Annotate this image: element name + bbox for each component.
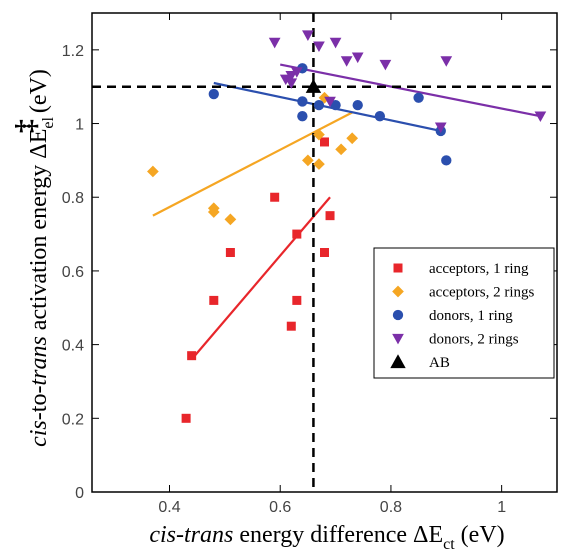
point-triangle-up xyxy=(305,78,322,93)
y-title-italic2: trans xyxy=(26,336,52,385)
data-markers xyxy=(147,30,547,423)
point-diamond xyxy=(207,206,220,218)
y-title-mid: -to- xyxy=(26,386,52,421)
point-square xyxy=(225,248,235,257)
legend-marker-triangle-down xyxy=(392,333,404,345)
point-square xyxy=(292,229,302,239)
y-tick-label: 1.2 xyxy=(62,43,84,60)
point-circle xyxy=(208,88,219,100)
point-circle xyxy=(413,92,424,103)
point-diamond xyxy=(346,132,359,145)
y-tick-label: 0.6 xyxy=(62,264,84,281)
legend-box xyxy=(373,247,555,379)
point-diamond xyxy=(313,128,325,141)
point-triangle-down xyxy=(268,37,281,49)
legend: acceptors, 1 ring acceptors, 2 rings donor… xyxy=(373,247,555,379)
y-tick-label: 0.8 xyxy=(62,190,84,207)
point-square xyxy=(292,295,302,305)
y-axis-title: cis-to-trans activation energy ΔEel‡ (eV… xyxy=(11,69,57,447)
point-diamond xyxy=(302,154,314,167)
legend-marker-triangle-up xyxy=(390,354,406,369)
point-square xyxy=(286,321,296,331)
y-tick-label: 0.4 xyxy=(62,338,84,355)
y-tick-label: 0 xyxy=(75,485,84,502)
point-diamond xyxy=(147,165,159,178)
y-title-sub: el xyxy=(40,117,57,129)
legend-label: donors, 2 rings xyxy=(429,332,519,348)
legend-label: donors, 1 ring xyxy=(429,308,513,324)
y-title-sup: ‡ xyxy=(11,119,42,133)
fit-line-square xyxy=(190,196,331,361)
y-tick-label: 1 xyxy=(75,117,84,134)
point-triangle-down xyxy=(440,56,453,67)
x-tick-label: 0.8 xyxy=(380,499,402,516)
point-square xyxy=(320,137,329,147)
point-triangle-down xyxy=(324,96,336,108)
point-triangle-down xyxy=(379,59,392,71)
point-triangle-down xyxy=(279,74,292,86)
x-title-rest: energy difference ΔE xyxy=(233,522,443,548)
legend-marker-square xyxy=(393,263,403,273)
x-title-italic: cis-trans xyxy=(149,522,233,548)
axis-ticks: 0.4 0.6 0.8 1 0 0.2 0.4 0.6 0.8 1 1.2 xyxy=(62,13,557,516)
point-triangle-down xyxy=(302,30,314,41)
point-triangle-down xyxy=(313,41,325,53)
x-tick-label: 0.6 xyxy=(269,499,291,516)
point-square xyxy=(187,351,197,361)
point-circle xyxy=(313,99,325,111)
point-square xyxy=(320,248,329,257)
point-circle xyxy=(297,110,308,122)
point-square xyxy=(209,295,219,305)
y-tick-label: 0.2 xyxy=(62,411,84,428)
legend-marker-circle xyxy=(392,309,404,321)
point-circle xyxy=(441,155,452,166)
point-diamond xyxy=(313,158,325,170)
y-title-rest: activation energy ΔE xyxy=(26,129,52,337)
legend-marker-diamond xyxy=(392,285,404,298)
legend-label: acceptors, 2 rings xyxy=(429,285,535,301)
point-circle xyxy=(297,96,308,107)
x-title-unit: (eV) xyxy=(455,522,505,548)
plot-border xyxy=(91,12,558,493)
legend-label: AB xyxy=(429,355,450,371)
x-tick-label: 0.4 xyxy=(158,499,180,516)
point-square xyxy=(181,413,191,423)
point-triangle-down xyxy=(534,111,547,123)
plot-frame xyxy=(91,12,558,493)
point-circle xyxy=(330,99,341,111)
point-square xyxy=(270,192,280,202)
point-triangle-down xyxy=(285,70,298,82)
point-circle xyxy=(352,99,363,111)
point-triangle-down xyxy=(434,122,447,134)
legend-label: acceptors, 1 ring xyxy=(429,261,529,277)
point-triangle-down xyxy=(340,56,353,67)
x-title-sub: ct xyxy=(443,536,455,550)
point-triangle-down xyxy=(351,52,364,64)
point-diamond xyxy=(335,143,347,156)
y-title-italic1: cis xyxy=(26,420,52,447)
x-tick-label: 1 xyxy=(497,499,506,516)
fit-line-triangle-down xyxy=(280,63,541,118)
y-title-unit: (eV) xyxy=(26,69,52,119)
point-diamond xyxy=(224,213,237,226)
point-triangle-down xyxy=(329,37,342,49)
point-triangle-down xyxy=(285,78,298,89)
point-triangle-down xyxy=(290,67,303,78)
x-axis-title: cis-trans energy difference ΔEct (eV) xyxy=(149,522,504,550)
point-square xyxy=(325,211,335,221)
fit-line-circle xyxy=(213,81,441,132)
point-circle xyxy=(374,110,386,122)
